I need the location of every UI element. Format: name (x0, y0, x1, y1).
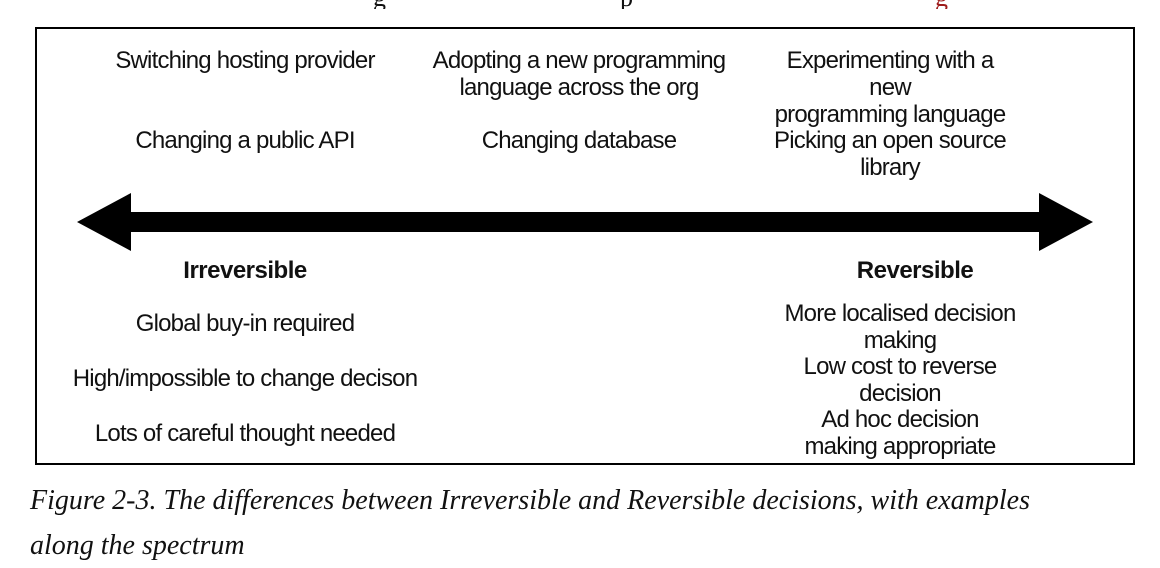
figure-caption-line-2: along the spectrum (30, 530, 245, 561)
link-text-fragment: g (935, 0, 948, 9)
irreversible-trait-3: Lots of careful thought needed (94, 420, 396, 447)
text-fragment: p (620, 0, 633, 9)
cropped-text-line: g p g (0, 0, 1160, 9)
irreversible-label: Irreversible (183, 257, 307, 284)
example-reversible-2: Picking an open source library (774, 127, 1007, 181)
example-irreversible-2: Changing a public API (135, 127, 355, 154)
example-irreversible-1: Switching hosting provider (115, 47, 375, 74)
reversible-trait-2: Low cost to reverse decision (803, 353, 998, 407)
example-middle-2: Changing database (481, 127, 677, 154)
irreversible-trait-2: High/impossible to change decison (72, 365, 418, 392)
reversible-trait-3: Ad hoc decision making appropriate (804, 406, 996, 460)
reversible-trait-1: More localised decision making (784, 300, 1016, 354)
figure-caption: Figure 2-3. The differences between Irre… (30, 478, 1150, 568)
double-arrow-shape (77, 193, 1093, 251)
spectrum-arrow (77, 193, 1093, 251)
figure-frame: Switching hosting provider Adopting a ne… (35, 27, 1135, 465)
text-fragment: g (373, 0, 386, 9)
irreversible-trait-1: Global buy-in required (135, 310, 355, 337)
reversible-label: Reversible (856, 257, 974, 284)
example-middle-1: Adopting a new programming language acro… (432, 47, 727, 101)
figure-caption-line-1: Figure 2-3. The differences between Irre… (30, 485, 1030, 516)
example-reversible-1: Experimenting with a new programming lan… (774, 47, 1007, 128)
